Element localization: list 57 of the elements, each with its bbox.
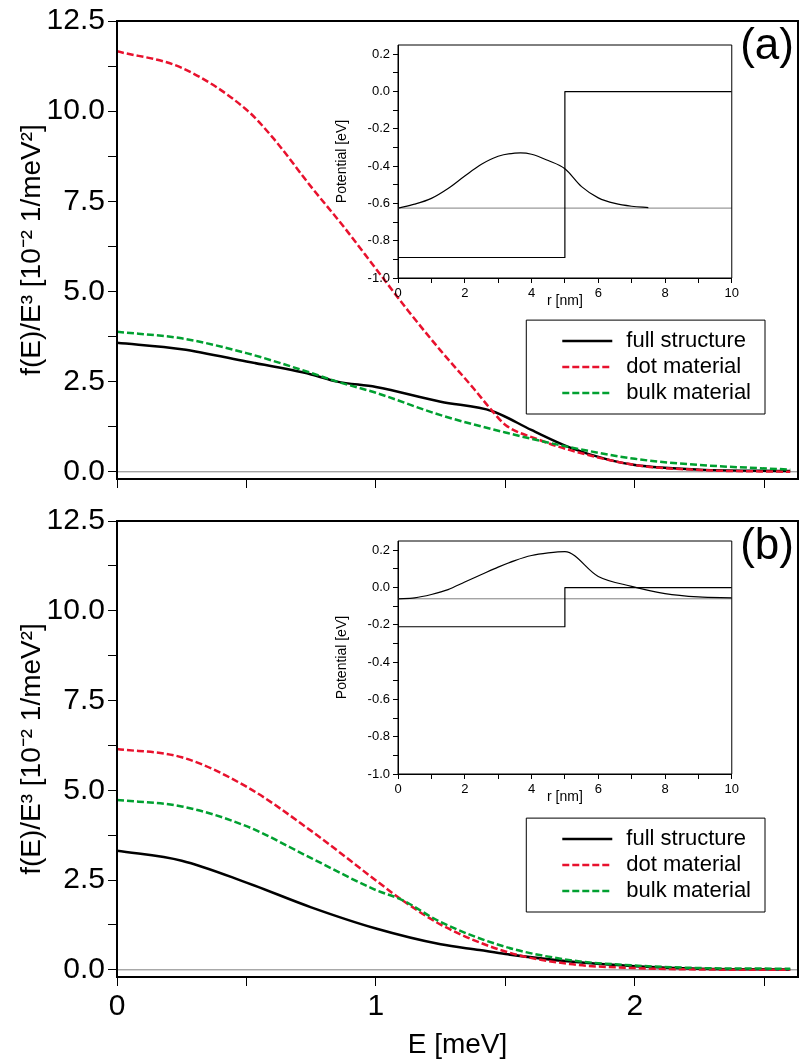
x-tick-label: 6	[594, 781, 602, 797]
y-tick-label: 0.2	[371, 541, 390, 557]
y-tick-label: 10.0	[46, 592, 105, 626]
y-tick-label: 12.5	[46, 2, 105, 36]
x-axis-title: r [nm]	[546, 291, 583, 308]
x-tick-label: 0	[394, 781, 402, 797]
x-tick-label: 6	[594, 285, 602, 301]
x-tick-label: 8	[661, 285, 669, 301]
y-tick-label: 10.0	[46, 92, 105, 126]
y-tick-label: -0.4	[367, 157, 390, 173]
legend-label: dot material	[626, 851, 742, 877]
y-tick-label: 0.2	[371, 45, 390, 61]
legend-label: bulk material	[626, 877, 751, 903]
y-tick-label: 0.0	[371, 579, 390, 595]
y-tick-label: 5.0	[63, 771, 105, 805]
y-tick-label: 2.5	[63, 861, 105, 895]
y-tick-label: 0.0	[63, 453, 105, 487]
y-tick-label: -1.0	[367, 269, 390, 285]
y-tick-label: 0.0	[371, 83, 390, 99]
annotation: (b)	[740, 519, 794, 569]
y-axis-title: f(E)/E³ [10⁻² 1/meV²]	[14, 124, 46, 376]
x-tick-label: 10	[724, 781, 739, 797]
y-tick-label: -0.2	[367, 616, 390, 632]
x-tick-label: 0	[394, 285, 402, 301]
y-tick-label: -0.4	[367, 653, 390, 669]
y-tick-label: 7.5	[63, 182, 105, 216]
legend-label: full structure	[626, 825, 747, 851]
legend-label: dot material	[626, 353, 742, 379]
x-tick-label: 4	[527, 781, 536, 797]
y-axis-title: Potential [eV]	[332, 119, 349, 204]
y-tick-label: -0.8	[367, 232, 390, 248]
x-tick-label: 10	[724, 285, 739, 301]
x-tick-label: 4	[527, 285, 536, 301]
annotation: (a)	[740, 19, 794, 69]
legend-label: full structure	[626, 327, 747, 353]
x-axis-title: r [nm]	[546, 787, 583, 804]
x-tick-label: 8	[661, 781, 669, 797]
y-tick-label: -0.2	[367, 120, 390, 136]
y-tick-label: 7.5	[63, 681, 105, 715]
y-tick-label: 2.5	[63, 362, 105, 396]
x-tick-label: 2	[461, 285, 469, 301]
x-tick-label: 0	[108, 988, 126, 1022]
x-axis-title: E [meV]	[407, 1027, 508, 1059]
y-axis-title: Potential [eV]	[332, 615, 349, 700]
x-tick-label: 1	[367, 988, 385, 1022]
x-tick-label: 2	[626, 988, 644, 1022]
y-tick-label: -0.8	[367, 728, 390, 744]
y-tick-label: -1.0	[367, 765, 390, 781]
y-tick-label: -0.6	[367, 195, 390, 211]
y-tick-label: 12.5	[46, 502, 105, 536]
y-tick-label: -0.6	[367, 691, 390, 707]
y-tick-label: 5.0	[63, 272, 105, 306]
legend-label: bulk material	[626, 379, 751, 405]
y-tick-label: 0.0	[63, 951, 105, 985]
line-series	[117, 747, 792, 972]
y-axis-title: f(E)/E³ [10⁻² 1/meV²]	[14, 623, 46, 875]
x-tick-label: 2	[461, 781, 469, 797]
